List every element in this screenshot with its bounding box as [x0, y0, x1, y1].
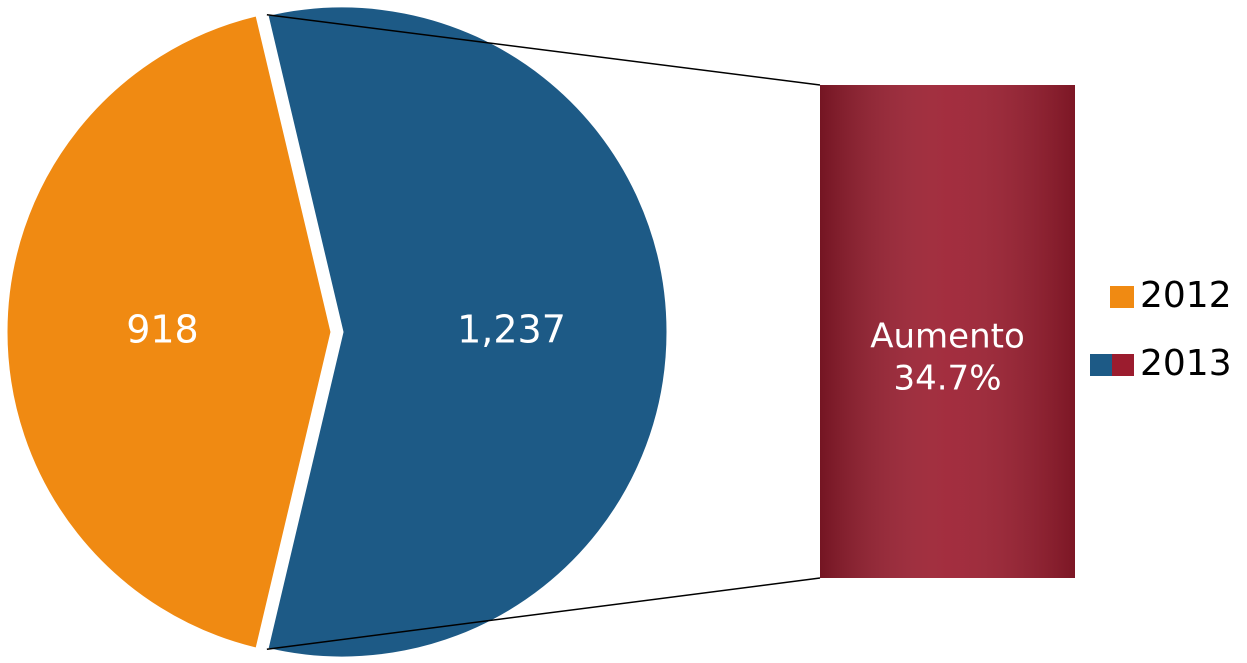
slice-label: 918	[126, 308, 199, 352]
pie-slice	[265, 4, 670, 660]
bar-shade	[820, 85, 1075, 578]
annotation-value: 34.7%	[893, 359, 1001, 399]
legend-label: 2013	[1140, 343, 1232, 384]
slice-label: 1,237	[457, 308, 566, 352]
legend-swatch	[1090, 354, 1112, 376]
annotation-text: Aumento	[870, 317, 1025, 357]
legend-label: 2012	[1140, 275, 1232, 316]
legend-swatch	[1110, 286, 1134, 308]
connector-line	[266, 14, 821, 86]
legend-swatch	[1112, 354, 1134, 376]
connector-line	[266, 577, 821, 650]
pie-slice	[4, 12, 334, 652]
